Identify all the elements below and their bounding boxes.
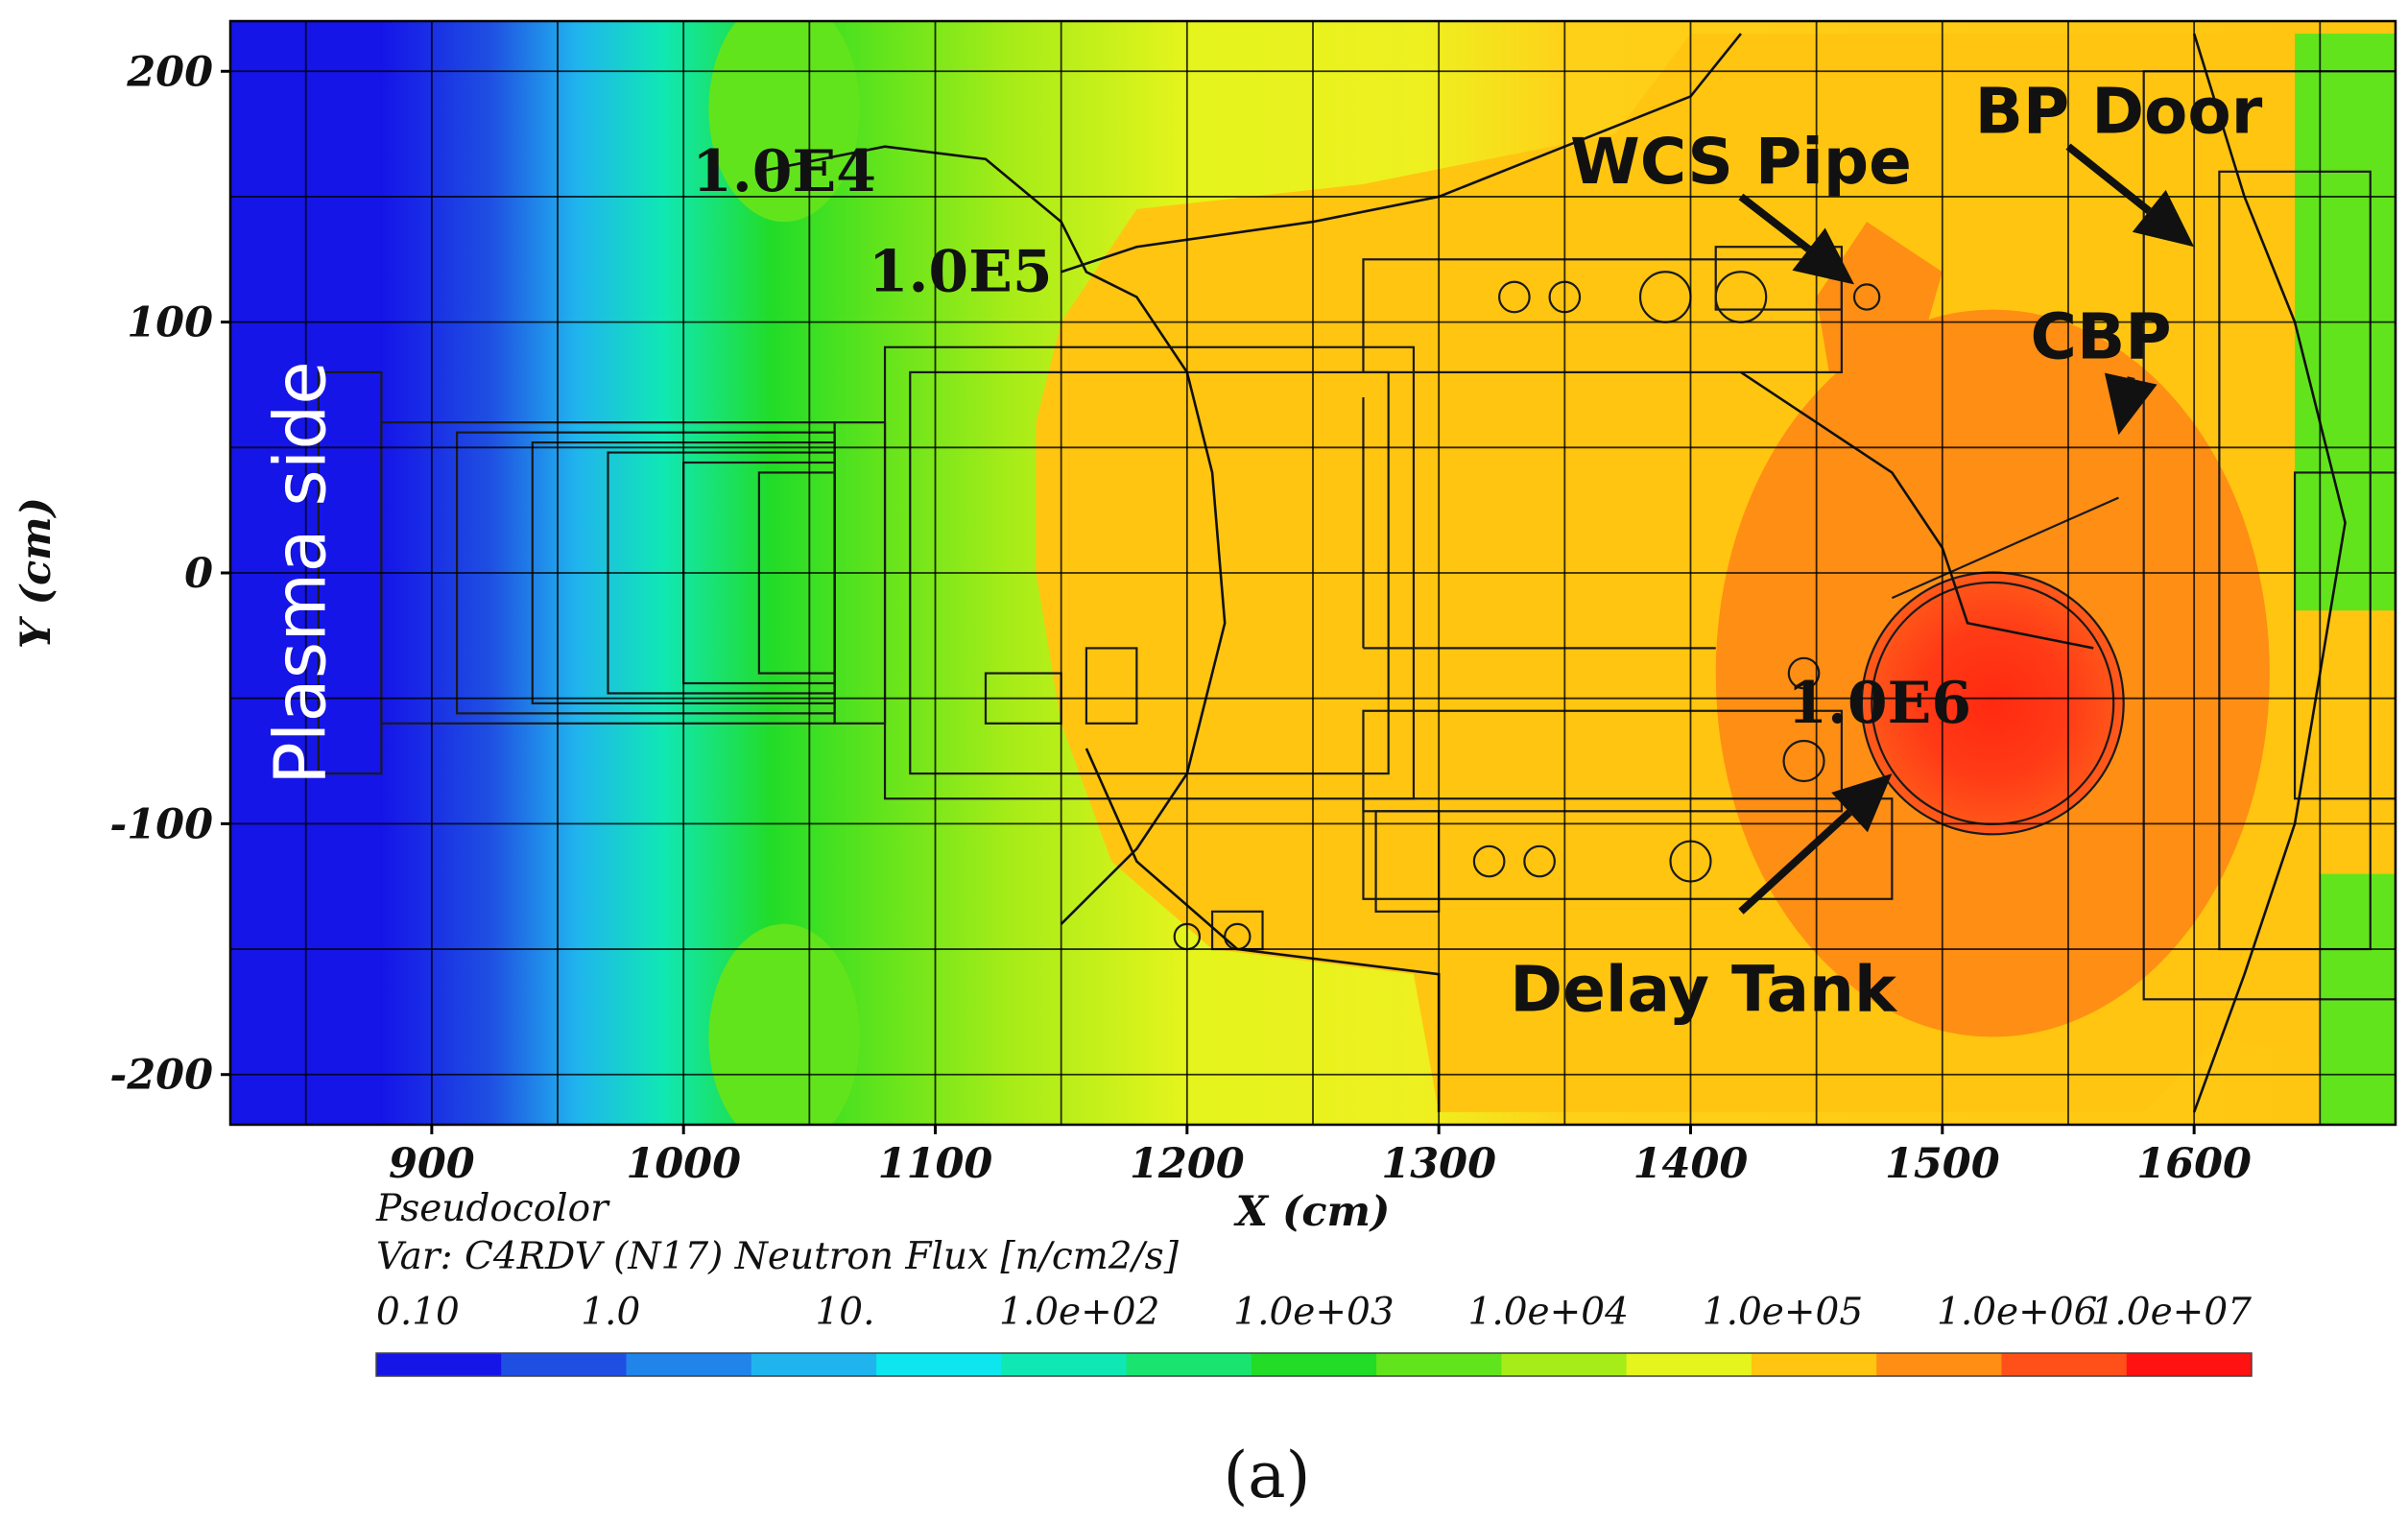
delay-tank-core xyxy=(1861,572,2124,835)
colorbar xyxy=(375,1352,2253,1377)
colorbar-swatch xyxy=(1626,1353,1752,1376)
pipe-9 xyxy=(1787,656,1821,690)
contour-1e6 xyxy=(1740,370,2094,650)
colorbar-labels: 0.10 1.0 10. 1.0e+02 1.0e+03 1.0e+04 1.0e+05 1.… xyxy=(376,1291,2252,1334)
colorbar-swatch xyxy=(1501,1353,1628,1376)
colorbar-swatch xyxy=(2001,1353,2128,1376)
x-tick-label: 1100 xyxy=(878,1140,993,1188)
x-tick-label: 1500 xyxy=(1885,1140,2000,1188)
colorbar-tick-label: 1.0 xyxy=(581,1291,640,1334)
arrow-shaft xyxy=(1738,193,1812,252)
colorbar-swatch xyxy=(1251,1353,1377,1376)
pipe-8 xyxy=(1782,739,1825,783)
colorbar-swatch xyxy=(751,1353,877,1376)
annotation-label: BP Door xyxy=(1975,74,2263,148)
colorbar-swatch xyxy=(376,1353,502,1376)
arrow-head xyxy=(1792,227,1854,285)
colorbar-swatch xyxy=(626,1353,752,1376)
pipe-5 xyxy=(1472,844,1506,878)
colorbar-swatch xyxy=(1001,1353,1128,1376)
y-tick-label: 200 xyxy=(126,48,213,96)
panel-label: (a) xyxy=(1224,1439,1311,1512)
support-a xyxy=(1085,647,1138,725)
contour-edge xyxy=(2192,33,2347,1113)
arrow-head xyxy=(1831,773,1893,833)
pipe-1 xyxy=(1498,280,1531,314)
diag-line xyxy=(1891,496,2119,600)
x-tick-label: 1400 xyxy=(1633,1140,1749,1188)
annotation-label: Delay Tank xyxy=(1510,952,1898,1026)
x-tick-label: 1000 xyxy=(626,1140,741,1188)
x-tick-label: 1600 xyxy=(2136,1140,2252,1188)
x-tick-label: 1200 xyxy=(1130,1140,1245,1188)
arrow-shaft xyxy=(1738,809,1852,915)
y-tick-label: 100 xyxy=(127,299,213,347)
x-axis: 900 1000 1100 1200 1300 1400 1500 1600 xyxy=(389,1125,2252,1188)
colorbar-tick-label: 1.0e+04 xyxy=(1468,1291,1629,1334)
x-tick-label: 900 xyxy=(389,1140,475,1188)
pipe-chase-bottom xyxy=(1362,797,1894,900)
plot-area xyxy=(230,21,2396,1125)
colorbar-swatch xyxy=(501,1353,628,1376)
colorbar-swatch xyxy=(876,1353,1002,1376)
contour-label: 1.0E5 xyxy=(869,238,1053,305)
green-pocket-bottom xyxy=(708,923,860,1125)
contour-label: 1.0E6 xyxy=(1787,670,1971,737)
colorbar-swatch xyxy=(1126,1353,1252,1376)
colorbar-tick-label: 1.0e+03 xyxy=(1233,1291,1394,1334)
annotation-label: WCS Pipe xyxy=(1570,125,1912,199)
contour-1e4 xyxy=(758,145,1227,925)
y-tick-label: -100 xyxy=(109,800,213,848)
annotation-label: CBP xyxy=(2031,300,2172,374)
arrow-head xyxy=(2132,189,2195,248)
door-frame xyxy=(2293,471,2396,800)
wcs-pipe xyxy=(1852,283,1881,311)
colorbar-tick-label: 1.0e+02 xyxy=(999,1291,1159,1334)
colorbar-tick-label: 1.0e+05 xyxy=(1703,1291,1863,1334)
colorbar-swatch xyxy=(1876,1353,2002,1376)
colorbar-tick-label: 1.0e+06 xyxy=(1937,1291,2097,1334)
y-axis-title: Y (cm) xyxy=(12,497,60,649)
pipe-chase-mid xyxy=(1362,709,1843,813)
contour-label: 1.0E4 xyxy=(692,138,876,205)
variable-label: Var: C4RDV (N17) Neutron Flux [n/cm2/s] xyxy=(376,1235,1180,1278)
arrow-head xyxy=(2104,372,2158,436)
pipe-6 xyxy=(1523,844,1556,878)
plot-type-label: Pseudocolor xyxy=(375,1187,610,1230)
colorbar-tick-label: 0.10 xyxy=(376,1291,460,1334)
colorbar-swatch xyxy=(1376,1353,1502,1376)
colorbar-border xyxy=(375,1352,2253,1377)
y-axis: 200 100 0 -100 -200 xyxy=(109,48,230,1100)
pipe-chase-top xyxy=(1362,258,1843,374)
x-tick-label: 1300 xyxy=(1381,1140,1496,1188)
x-axis-title: X (cm) xyxy=(1233,1188,1391,1236)
colorbar-swatch xyxy=(2126,1353,2253,1376)
y-tick-label: -200 xyxy=(109,1052,213,1100)
colorbar-swatch xyxy=(1751,1353,1877,1376)
colorbar-tick-label: 10. xyxy=(815,1291,874,1334)
y-tick-label: 0 xyxy=(184,550,213,598)
arrow-shaft xyxy=(2065,143,2152,214)
plasma-side-label: Plasma side xyxy=(260,361,343,785)
colorbar-tick-label: 1.0e+07 xyxy=(2091,1291,2253,1334)
